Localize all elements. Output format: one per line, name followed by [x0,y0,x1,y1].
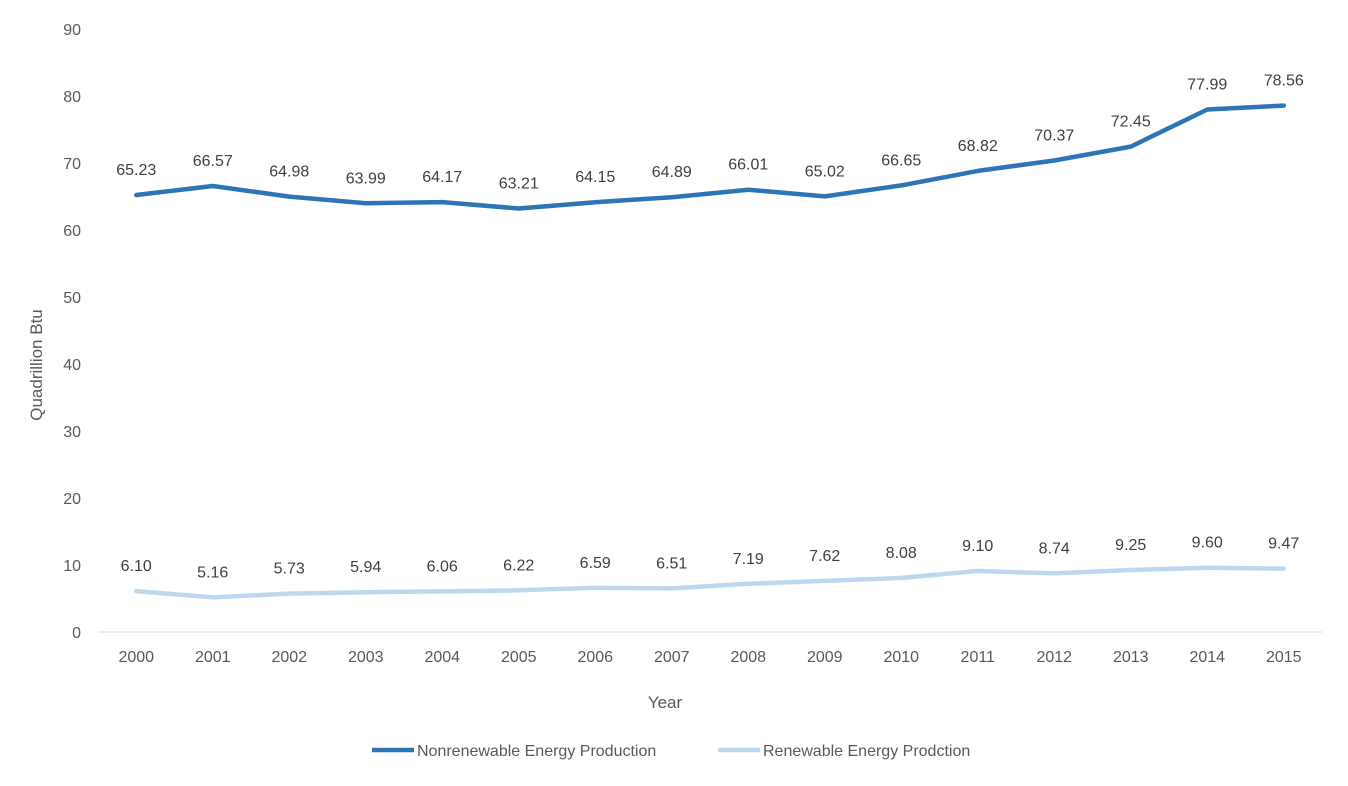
data-labels: 65.23 66.57 64.98 63.99 64.17 63.21 64.15 64.89… [116,73,1304,582]
y-tick-label: 50 [63,290,81,307]
data-label: 77.99 [1187,76,1227,93]
y-tick-label: 90 [63,22,81,39]
x-tick-label: 2000 [118,649,154,666]
x-tick-label: 2005 [501,649,537,666]
data-label: 70.37 [1034,128,1074,145]
data-label: 64.15 [575,169,615,186]
y-tick-label: 10 [63,558,81,575]
x-tick-label: 2002 [271,649,307,666]
data-label: 64.98 [269,164,309,181]
data-label: 6.10 [121,558,152,575]
series-line [134,565,1287,600]
x-tick-label: 2014 [1189,649,1225,666]
x-tick-label: 2010 [883,649,919,666]
data-label: 6.51 [656,555,687,572]
y-tick-label: 80 [63,89,81,106]
data-label: 9.10 [962,538,993,555]
y-tick-label: 70 [63,156,81,173]
data-label: 8.08 [886,545,917,562]
data-label: 6.59 [580,555,611,572]
x-tick-label: 2004 [424,649,460,666]
x-tick-label: 2009 [807,649,843,666]
data-label: 64.89 [652,164,692,181]
data-label: 8.74 [1039,540,1070,557]
data-label: 66.01 [728,157,768,174]
data-label: 5.94 [350,559,381,576]
x-tick-label: 2001 [195,649,231,666]
y-tick-label: 40 [63,357,81,374]
legend-item: Renewable Energy Prodction [718,743,970,760]
data-label: 66.65 [881,152,921,169]
data-label: 9.25 [1115,537,1146,554]
y-tick-label: 20 [63,491,81,508]
x-axis-title: Year [648,693,683,712]
data-label: 66.57 [193,153,233,170]
legend-label: Renewable Energy Prodction [763,743,970,760]
series-line [134,103,1287,211]
series-lines [134,103,1287,600]
data-label: 64.17 [422,169,462,186]
data-label: 6.22 [503,557,534,574]
data-label: 9.60 [1192,535,1223,552]
data-label: 68.82 [958,138,998,155]
data-label: 7.62 [809,548,840,565]
data-label: 63.21 [499,175,539,192]
data-label: 7.19 [733,551,764,568]
x-tick-label: 2015 [1266,649,1302,666]
y-tick-label: 30 [63,424,81,441]
legend-label: Nonrenewable Energy Production [417,743,656,760]
data-label: 78.56 [1264,73,1304,90]
x-tick-label: 2003 [348,649,384,666]
x-tick-label: 2007 [654,649,690,666]
data-label: 72.45 [1111,114,1151,131]
x-tick-label: 2011 [961,649,996,666]
data-label: 5.16 [197,564,228,581]
x-tick-label: 2008 [730,649,766,666]
x-tick-label: 2012 [1036,649,1072,666]
data-label: 9.47 [1268,536,1299,553]
legend: Nonrenewable Energy Production Renewable … [372,743,970,760]
data-label: 6.06 [427,558,458,575]
x-tick-label: 2013 [1113,649,1149,666]
y-axis-title: Quadrillion Btu [27,309,46,421]
y-tick-label: 60 [63,223,81,240]
x-axis-ticks: 2000 2001 2002 2003 2004 2005 2006 2007 2008 2009… [118,649,1301,666]
data-label: 65.23 [116,162,156,179]
x-tick-label: 2006 [577,649,613,666]
data-label: 65.02 [805,163,845,180]
y-tick-label: 0 [72,625,81,642]
legend-item: Nonrenewable Energy Production [372,743,656,760]
data-label: 63.99 [346,170,386,187]
data-label: 5.73 [274,561,305,578]
y-axis-ticks: 0 10 20 30 40 50 60 70 80 90 [63,22,81,642]
